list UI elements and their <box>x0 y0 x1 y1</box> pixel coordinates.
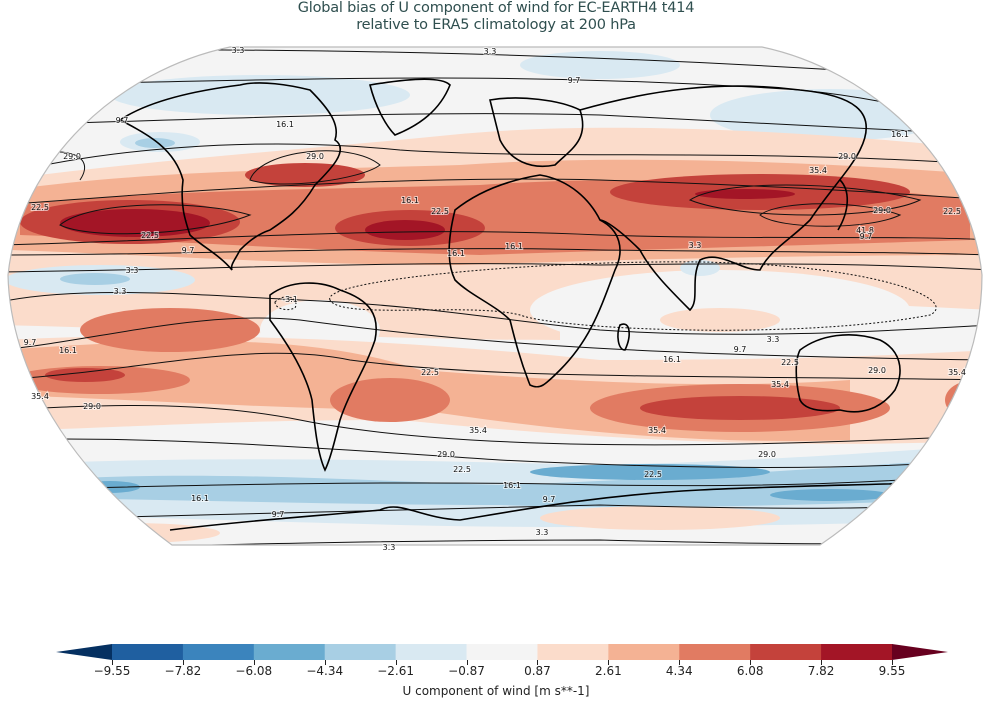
contour-label: 9.7 <box>24 338 37 347</box>
contour-label: 16.1 <box>663 355 681 364</box>
colorbar-label: U component of wind [m s**-1] <box>402 684 590 698</box>
colorbar-tickmark <box>466 660 468 665</box>
contour-label: 35.4 <box>31 392 49 401</box>
colorbar-tick-label: −2.61 <box>377 664 415 678</box>
contour-label: 22.5 <box>421 368 439 377</box>
colorbar-swatch <box>679 644 751 660</box>
contour-label: 3.3 <box>767 335 780 344</box>
contour-label: 16.1 <box>276 120 294 129</box>
contour-label: 29.0 <box>83 402 101 411</box>
colorbar-tickmark <box>324 660 326 665</box>
colorbar-extend-max <box>892 644 948 660</box>
colorbar-tick-label: 0.87 <box>524 664 551 678</box>
contour-label: 29.0 <box>437 450 455 459</box>
colorbar-tickmark <box>537 660 539 665</box>
colorbar-tickmark <box>253 660 255 665</box>
contour-label: 3.3 <box>126 266 139 275</box>
contour-label: 3.3 <box>114 287 127 296</box>
colorbar <box>56 644 948 660</box>
contour-label: 3.3 <box>689 241 702 250</box>
colorbar-tick-label: −9.55 <box>93 664 131 678</box>
contour-label: 3.3 <box>383 543 396 552</box>
colorbar-swatch <box>182 644 255 660</box>
contour-label: 29.0 <box>868 366 886 375</box>
contour-label: 9.7 <box>734 345 747 354</box>
contour-label: 3.3 <box>484 47 497 56</box>
contour-label: 9.7 <box>568 76 581 85</box>
colorbar-tick-label: 6.08 <box>736 664 764 678</box>
colorbar-swatch <box>253 644 326 660</box>
colorbar-tick-label: 2.61 <box>595 664 622 678</box>
contour-labels: 3.3 3.3 9.7 9.7 16.1 16.1 29.0 29.0 29.0 35.4 22.5… <box>23 45 967 553</box>
contour-label: 16.1 <box>503 481 521 490</box>
contour-label: 29.0 <box>63 152 81 161</box>
map-boundary <box>7 46 983 546</box>
contour-label: 16.1 <box>505 242 523 251</box>
chart-title: Global bias of U component of wind for E… <box>0 0 992 34</box>
colorbar-tickmark <box>892 660 893 665</box>
colorbar-tick-label: 7.82 <box>807 664 835 678</box>
contour-label: 9.7 <box>272 510 285 519</box>
contour-label: 29.0 <box>838 152 856 161</box>
contour-label: 16.1 <box>191 494 209 503</box>
contour-label: 9.7 <box>182 246 195 255</box>
colorbar-swatch <box>537 644 609 660</box>
contour-label: 35.4 <box>771 380 789 389</box>
contour-label: 35.4 <box>469 426 487 435</box>
contour-label: 22.5 <box>431 207 449 216</box>
contour-label: 22.5 <box>943 207 961 216</box>
coastlines <box>118 78 982 531</box>
colorbar-swatch <box>821 644 893 660</box>
bias-field <box>8 47 982 545</box>
colorbar-extend-min <box>56 644 112 660</box>
colorbar-swatch <box>112 644 184 660</box>
colorbar-tickmark <box>750 660 752 665</box>
contour-label: 29.0 <box>306 152 324 161</box>
contour-label: 35.4 <box>948 368 966 377</box>
colorbar-tickmark <box>182 660 184 665</box>
contour-label: 9.7 <box>543 495 556 504</box>
title-line-2: relative to ERA5 climatology at 200 hPa <box>356 17 636 33</box>
colorbar-tickmark <box>608 660 610 665</box>
world-map-robinson: 3.3 3.3 9.7 9.7 16.1 16.1 29.0 29.0 29.0 35.4 22.5… <box>7 45 983 553</box>
colorbar-tickmark <box>112 660 113 665</box>
contour-label: 29.0 <box>758 450 776 459</box>
contour-label: 35.4 <box>809 166 827 175</box>
colorbar-tick-label: 9.55 <box>878 664 906 678</box>
colorbar-swatches <box>56 644 948 660</box>
contour-label: -3.1 <box>282 295 298 304</box>
contour-label: 9.7 <box>116 116 129 125</box>
contour-label: 22.5 <box>141 231 159 240</box>
colorbar-swatch <box>608 644 680 660</box>
colorbar-tick-label: −6.08 <box>235 664 273 678</box>
contour-label: 9.7 <box>860 232 873 241</box>
colorbar-tick-label: −0.87 <box>448 664 485 678</box>
colorbar-tickmark <box>395 660 397 665</box>
colorbar-tickmark <box>821 660 823 665</box>
colorbar-swatch <box>750 644 822 660</box>
climatology-contours <box>8 49 982 545</box>
contour-label: 3.3 <box>536 528 549 537</box>
colorbar-tick-label: −7.82 <box>164 664 202 678</box>
colorbar-tick-label: 4.34 <box>665 664 693 678</box>
colorbar-tickmark <box>679 660 681 665</box>
colorbar-tick-label: −4.34 <box>306 664 344 678</box>
contour-label: 22.5 <box>31 203 49 212</box>
contour-label: 16.1 <box>59 346 77 355</box>
contour-label: 16.1 <box>891 130 909 139</box>
title-line-1: Global bias of U component of wind for E… <box>297 0 695 16</box>
contour-label: 3.3 <box>232 46 245 55</box>
contour-label: 16.1 <box>401 196 419 205</box>
contour-label: 35.4 <box>648 426 666 435</box>
contour-label: 22.5 <box>453 465 471 474</box>
colorbar-swatch <box>324 644 397 660</box>
contour-label: 29.0 <box>873 206 891 215</box>
contour-label: 22.5 <box>644 470 662 479</box>
colorbar-swatch <box>395 644 468 660</box>
contour-label: 22.5 <box>781 358 799 367</box>
contour-label: 41.8 <box>856 226 874 235</box>
contour-label: 16.1 <box>447 249 465 258</box>
colorbar-tick-labels: −9.55 −7.82 −6.08 −4.34 −2.61 −0.87 0.87 2.61 4.… <box>0 664 992 682</box>
colorbar-swatch <box>466 644 538 660</box>
